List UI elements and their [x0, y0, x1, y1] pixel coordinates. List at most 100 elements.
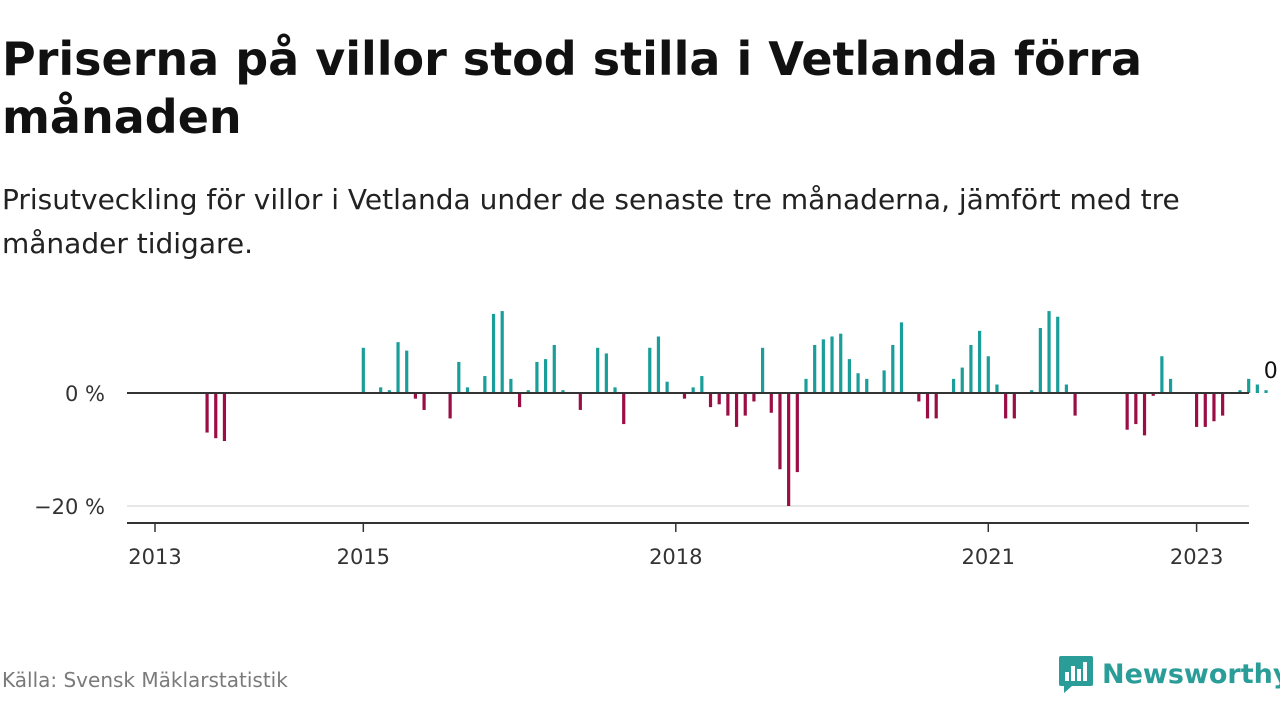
bar-negative: [1203, 393, 1207, 427]
x-tick-label: 2021: [962, 545, 1015, 569]
bar-negative: [795, 393, 799, 473]
bar-positive: [882, 370, 886, 393]
bar-positive: [960, 367, 964, 393]
bar-positive: [813, 344, 817, 393]
bar-positive: [596, 347, 600, 393]
bar-positive: [405, 350, 409, 393]
x-tick-label: 2023: [1170, 545, 1223, 569]
bar-negative: [622, 393, 626, 425]
bar-negative: [925, 393, 930, 419]
bar-layer: [205, 311, 1277, 506]
bar-negative: [448, 393, 452, 419]
bar-negative: [682, 393, 687, 399]
y-tick-label: −20 %: [34, 495, 105, 519]
bar-positive: [604, 353, 608, 393]
bar-negative: [752, 393, 756, 402]
bar-positive: [1056, 316, 1060, 393]
bar-negative: [717, 393, 721, 405]
bar-positive: [526, 390, 530, 393]
bar-negative: [787, 393, 791, 506]
bar-negative: [413, 393, 417, 399]
brand-name: Newsworthy: [1102, 658, 1280, 690]
x-tick-label: 2015: [337, 545, 390, 569]
chart-title: Priserna på villor stod stilla i Vetland…: [2, 32, 1143, 144]
bar-positive: [613, 387, 617, 393]
bar-negative: [734, 393, 739, 427]
bar-positive: [1255, 384, 1259, 393]
bar-negative: [1125, 393, 1129, 430]
last-value-annotation: 0 %: [1264, 359, 1280, 384]
x-tick-label: 2013: [128, 545, 181, 569]
bar-positive: [656, 336, 661, 393]
bar-positive: [361, 347, 365, 393]
bar-positive: [1264, 390, 1268, 393]
bar-negative: [1142, 393, 1147, 436]
bar-positive: [396, 342, 400, 393]
bar-positive: [1030, 390, 1034, 393]
bar-negative: [1212, 393, 1216, 422]
bar-positive: [648, 347, 652, 393]
bar-negative: [778, 393, 782, 470]
bar-negative: [934, 393, 938, 419]
bar-positive: [465, 387, 470, 393]
bar-negative: [422, 393, 426, 410]
bar-positive: [379, 387, 383, 393]
bar-negative: [578, 393, 582, 410]
bar-negative: [1195, 393, 1199, 427]
bar-positive: [665, 381, 669, 393]
bar-positive: [839, 333, 843, 393]
bar-positive: [1038, 328, 1042, 393]
bar-positive: [483, 376, 487, 393]
bar-positive: [1064, 384, 1068, 393]
bar-positive: [700, 376, 704, 393]
bar-positive: [552, 344, 556, 393]
bar-positive: [821, 339, 825, 393]
bar-negative: [769, 393, 773, 413]
bar-positive: [865, 378, 869, 393]
bar-negative: [726, 393, 730, 416]
bar-positive: [509, 378, 513, 393]
y-tick-label: 0 %: [65, 382, 105, 406]
bar-negative: [1221, 393, 1225, 416]
bar-positive: [995, 384, 999, 393]
bar-positive: [969, 344, 973, 393]
bar-negative: [214, 393, 218, 439]
bar-positive: [978, 330, 982, 393]
bar-negative: [708, 393, 713, 408]
bar-positive: [561, 390, 565, 393]
bar-negative: [222, 393, 227, 442]
bar-positive: [1047, 311, 1051, 393]
x-tick-label: 2018: [649, 545, 702, 569]
bar-positive: [500, 311, 504, 393]
bar-positive: [986, 356, 990, 393]
bar-negative: [517, 393, 522, 408]
bar-positive: [457, 361, 461, 393]
bar-negative: [1134, 393, 1138, 425]
newsworthy-logo: Newsworthy: [1058, 654, 1280, 694]
bar-positive: [804, 378, 808, 393]
bar-positive: [491, 313, 496, 393]
bar-positive: [830, 336, 834, 393]
chart-subtitle: Prisutveckling för villor i Vetlanda und…: [2, 183, 1180, 260]
bar-negative: [1073, 393, 1077, 416]
bar-positive: [847, 359, 851, 393]
bar-positive: [1168, 378, 1173, 393]
bar-negative: [917, 393, 921, 402]
bar-positive: [891, 344, 895, 393]
bar-chart-logo-icon: [1059, 656, 1093, 693]
bar-negative: [743, 393, 747, 416]
bar-positive: [535, 361, 539, 393]
bar-positive: [1160, 356, 1164, 393]
bar-positive: [951, 378, 956, 393]
source-note: Källa: Svensk Mäklarstatistik: [2, 668, 288, 692]
bar-positive: [761, 347, 765, 393]
bar-negative: [205, 393, 209, 433]
bar-negative: [1004, 393, 1008, 419]
bar-positive: [1238, 390, 1242, 393]
bar-positive: [387, 390, 391, 393]
bar-positive: [544, 359, 548, 393]
bar-positive: [1247, 378, 1251, 393]
axis-layer: 0 % −20 % 2013 2015 2018 2021 2023 0 %: [34, 359, 1280, 569]
bar-negative: [1012, 393, 1016, 419]
